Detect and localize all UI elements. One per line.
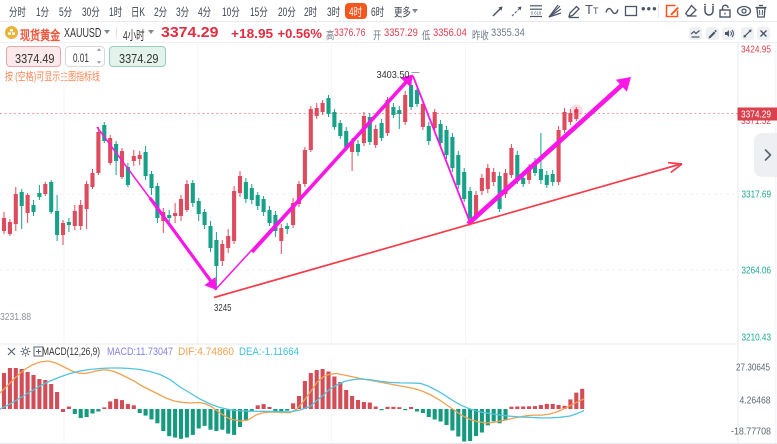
svg-text:3403.50: 3403.50 xyxy=(377,69,410,81)
svg-text:-18.77708: -18.77708 xyxy=(731,426,771,438)
svg-text:0.618: 0.618 xyxy=(531,11,542,16)
svg-text:3210.43: 3210.43 xyxy=(742,332,772,344)
svg-text:4.26468: 4.26468 xyxy=(740,395,771,407)
svg-text:27.30645: 27.30645 xyxy=(736,362,770,374)
svg-text:3264.06: 3264.06 xyxy=(742,265,772,277)
svg-text:3424.95: 3424.95 xyxy=(741,44,771,56)
svg-text:3317.69: 3317.69 xyxy=(742,189,772,201)
svg-text:3374.29: 3374.29 xyxy=(741,109,771,121)
svg-text:3245: 3245 xyxy=(214,302,232,314)
svg-text:3231.88: 3231.88 xyxy=(0,311,31,323)
